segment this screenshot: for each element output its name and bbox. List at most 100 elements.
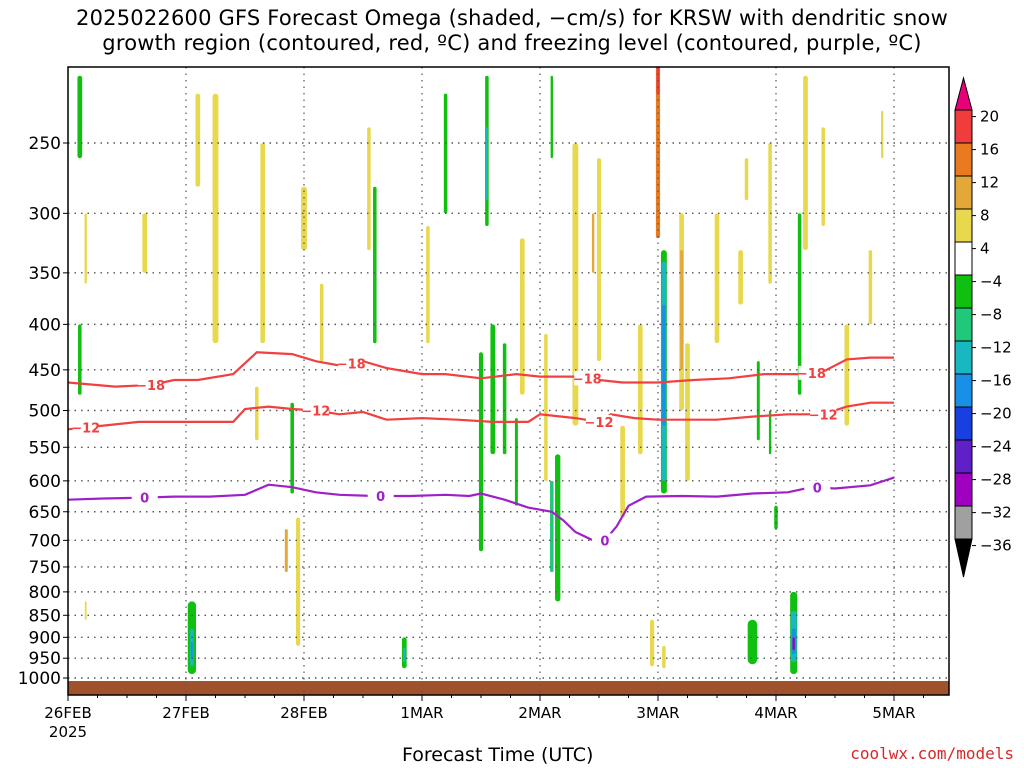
chart-title: 2025022600 GFS Forecast Omega (shaded, −…	[0, 6, 1024, 56]
contour-label: −12	[301, 405, 330, 420]
colorbar-label: −36	[980, 537, 1012, 555]
contour-label: −12	[71, 421, 100, 436]
colorbar-label: −4	[980, 273, 1002, 291]
omega-cell	[195, 93, 201, 187]
y-tick-label: 400	[29, 315, 61, 335]
y-tick-label: 300	[29, 204, 61, 224]
colorbar-top-arrow	[954, 76, 973, 111]
colorbar-segment	[954, 406, 973, 441]
colorbar-bottom-arrow	[954, 538, 973, 578]
omega-cell	[319, 283, 324, 362]
colorbar-segment	[954, 274, 973, 309]
colorbar: 20 16 12 8 4 −4 −8 −12 −16 −20 −24 −28 −32 −36	[954, 76, 1012, 578]
omega-cell	[744, 158, 749, 201]
omega-cell	[478, 352, 484, 552]
colorbar-label: 16	[980, 141, 999, 159]
y-tick-label: 450	[29, 361, 61, 381]
colorbar-segment	[954, 208, 973, 243]
colorbar-segment	[954, 109, 973, 144]
omega-cell	[426, 226, 430, 344]
omega-cell	[78, 324, 82, 395]
contour-layer: −18 −18 −18 −18 −12 −12 −12 −12 0 0 0 0	[68, 351, 895, 549]
contour-label: 0	[376, 490, 385, 505]
omega-cell	[685, 343, 690, 481]
omega-cell	[555, 454, 561, 602]
y-axis: 2503003504004505005506006507007508008509…	[18, 134, 68, 689]
omega-cell	[486, 127, 488, 201]
y-tick-label: 500	[29, 402, 61, 422]
chart-title-line1: 2025022600 GFS Forecast Omega (shaded, −…	[76, 6, 948, 30]
grid-layer	[68, 67, 949, 695]
plot-frame	[67, 66, 950, 696]
omega-cell	[844, 324, 850, 426]
y-tick-label: 250	[29, 134, 61, 154]
omega-cell	[768, 410, 772, 455]
x-tick-label: 1MAR	[400, 704, 443, 722]
omega-cell	[77, 75, 83, 159]
contour-label-bg	[586, 414, 612, 429]
colorbar-label: 20	[980, 108, 999, 126]
y-tick-label: 850	[29, 606, 61, 626]
contour-label-bg	[367, 488, 394, 503]
colorbar-label: −12	[980, 339, 1012, 357]
omega-cell	[738, 250, 743, 305]
omega-cell	[284, 529, 288, 573]
omega-cell	[84, 601, 87, 620]
omega-cell	[260, 143, 266, 344]
omega-cell	[591, 213, 595, 273]
y-tick-label: 1000	[18, 669, 61, 689]
omega-cell	[868, 250, 873, 325]
y-tick-label: 950	[29, 649, 61, 669]
y-tick-label: 350	[29, 264, 61, 284]
contour-label-bg	[338, 356, 365, 371]
omega-cell	[821, 127, 825, 227]
contour-label-bg	[804, 480, 831, 495]
omega-cell	[142, 213, 148, 273]
colorbar-segment	[954, 307, 973, 342]
omega-cell	[747, 619, 758, 665]
contour-label: −18	[797, 367, 826, 382]
y-tick-label: 650	[29, 503, 61, 523]
colorbar-label: −8	[980, 306, 1002, 324]
x-tick-label: 3MAR	[636, 704, 679, 722]
contour-label: −18	[573, 372, 602, 387]
contour-label-bg	[302, 403, 329, 418]
x-tick-label: 26FEB	[44, 704, 91, 722]
omega-cell	[255, 386, 259, 441]
omega-cell	[792, 637, 795, 650]
contour-label-bg	[810, 407, 837, 422]
credit-link[interactable]: coolwx.com/models	[850, 744, 1014, 763]
contour-label: −18	[136, 379, 165, 394]
omega-cell	[656, 67, 660, 94]
contour-label: −12	[809, 408, 838, 423]
y-tick-label: 750	[29, 558, 61, 578]
colorbar-segment	[954, 505, 973, 540]
omega-cell	[373, 186, 377, 344]
contour-label-bg	[574, 371, 601, 386]
colorbar-segment	[954, 175, 973, 210]
y-tick-label: 700	[29, 531, 61, 551]
omega-cell	[662, 645, 666, 669]
contour-label: −18	[337, 357, 366, 372]
colorbar-label: −28	[980, 471, 1012, 489]
contour-label-bg	[131, 490, 158, 505]
x-year-label: 2025	[49, 723, 87, 741]
omega-cell	[514, 418, 518, 506]
contour-label: 0	[140, 492, 149, 507]
omega-shading-layer	[77, 67, 884, 675]
contour-label-bg	[591, 533, 618, 548]
omega-cell	[84, 213, 87, 284]
omega-cell	[572, 143, 579, 426]
colorbar-label: −32	[980, 504, 1012, 522]
omega-cell	[797, 213, 802, 395]
colorbar-label: −24	[980, 438, 1012, 456]
omega-cell	[301, 186, 307, 251]
colorbar-segment	[954, 373, 973, 408]
omega-cell	[403, 647, 406, 663]
omega-cell	[550, 480, 554, 573]
omega-cell	[212, 93, 219, 344]
contour-label: 0	[813, 482, 822, 497]
freezing-level-contour	[68, 476, 895, 542]
ground-strip-layer	[68, 681, 949, 695]
omega-cell	[544, 333, 548, 481]
